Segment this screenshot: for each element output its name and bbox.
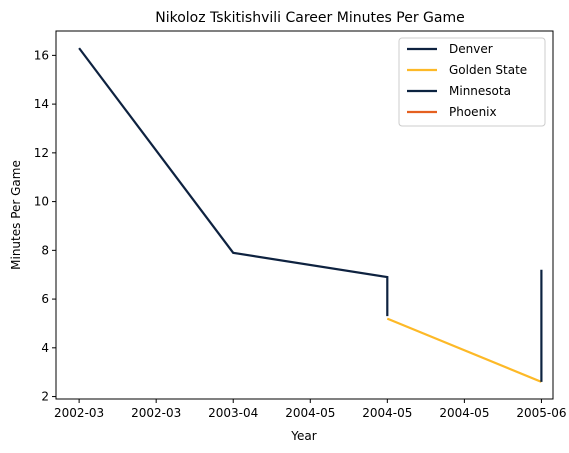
- series-line-denver: [78, 47, 389, 317]
- x-tick-label: 2004-05: [362, 406, 412, 420]
- y-tick-label: 14: [34, 97, 49, 111]
- x-axis-title: Year: [290, 429, 316, 443]
- x-axis: 2002-03 2002-03 2003-04 2004-05 2004-05 2004-…: [54, 399, 567, 420]
- legend-label-golden-state: Golden State: [449, 63, 527, 77]
- x-tick-label: 2002-03: [54, 406, 104, 420]
- plot-frame: [55, 30, 554, 400]
- legend-label-denver: Denver: [449, 42, 493, 56]
- x-tick-label: 2004-05: [285, 406, 335, 420]
- legend: Denver Golden State Minnesota Phoenix: [398, 37, 546, 127]
- legend-label-phoenix: Phoenix: [449, 105, 497, 119]
- series-layer: [78, 47, 543, 383]
- y-tick-label: 8: [41, 243, 49, 257]
- x-tick-label: 2003-04: [208, 406, 258, 420]
- chart-title: Nikoloz Tskitishvili Career Minutes Per …: [155, 10, 465, 26]
- y-axis-title: Minutes Per Game: [9, 160, 23, 270]
- legend-box: [398, 37, 546, 127]
- x-tick-label: 2002-03: [131, 406, 181, 420]
- series-line-golden-state: [386, 317, 542, 383]
- legend-label-minnesota: Minnesota: [449, 84, 511, 98]
- y-axis: 2 4 6 8 10 12 14 16: [34, 48, 56, 404]
- x-tick-label: 2005-06: [516, 406, 566, 420]
- x-tick-label: 2004-05: [439, 406, 489, 420]
- y-tick-label: 6: [41, 292, 49, 306]
- y-tick-label: 4: [41, 341, 49, 355]
- y-tick-label: 10: [34, 195, 49, 209]
- y-tick-label: 2: [41, 390, 49, 404]
- y-tick-label: 16: [34, 48, 49, 62]
- y-tick-label: 12: [34, 146, 49, 160]
